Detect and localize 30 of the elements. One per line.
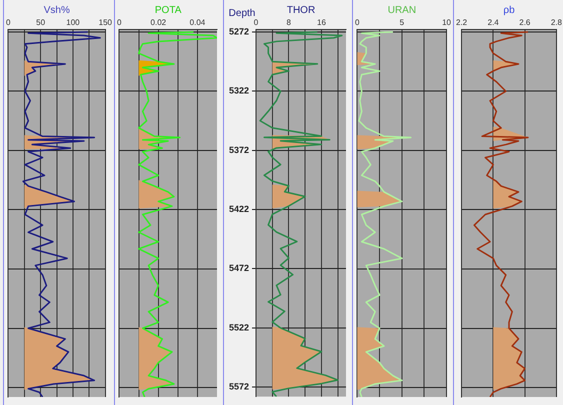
- x-axis-title: URAN: [388, 4, 416, 16]
- x-tick-label: 50: [36, 18, 46, 28]
- x-tick-label: 0: [254, 18, 259, 28]
- y-tick-label: 5522: [228, 322, 250, 332]
- y-tick-label: 5422: [228, 204, 250, 214]
- x-axis-title: Vsh%: [44, 4, 70, 16]
- x-tick-label: 0.02: [150, 18, 167, 28]
- x-tick-label: 150: [98, 18, 113, 28]
- y-axis-title: Depth: [228, 8, 256, 19]
- x-tick-label: 2.2: [456, 18, 468, 28]
- x-tick-label: 2.6: [519, 18, 531, 28]
- y-tick-label: 5572: [228, 382, 250, 392]
- x-tick-label: 16: [317, 18, 326, 28]
- x-axis-title: THOR: [286, 4, 316, 16]
- x-axis-title: ρb: [503, 4, 516, 16]
- x-axis-title: POTA: [154, 4, 182, 16]
- y-tick-label: 5372: [228, 144, 250, 155]
- x-tick-label: 0.04: [190, 18, 206, 28]
- x-tick-label: 0: [6, 18, 11, 28]
- x-tick-label: 5: [400, 18, 405, 28]
- x-tick-label: 2.4: [488, 18, 500, 28]
- x-tick-label: 0: [117, 18, 122, 28]
- y-tick-label: 5472: [228, 263, 250, 274]
- x-tick-label: 8: [286, 18, 292, 28]
- x-tick-label: 100: [66, 18, 80, 28]
- x-tick-label: 0: [355, 18, 360, 28]
- y-tick-label: 5272: [228, 26, 250, 36]
- y-tick-label: 5322: [228, 86, 250, 96]
- x-tick-label: 10: [442, 18, 452, 28]
- x-tick-label: 2.8: [550, 18, 563, 28]
